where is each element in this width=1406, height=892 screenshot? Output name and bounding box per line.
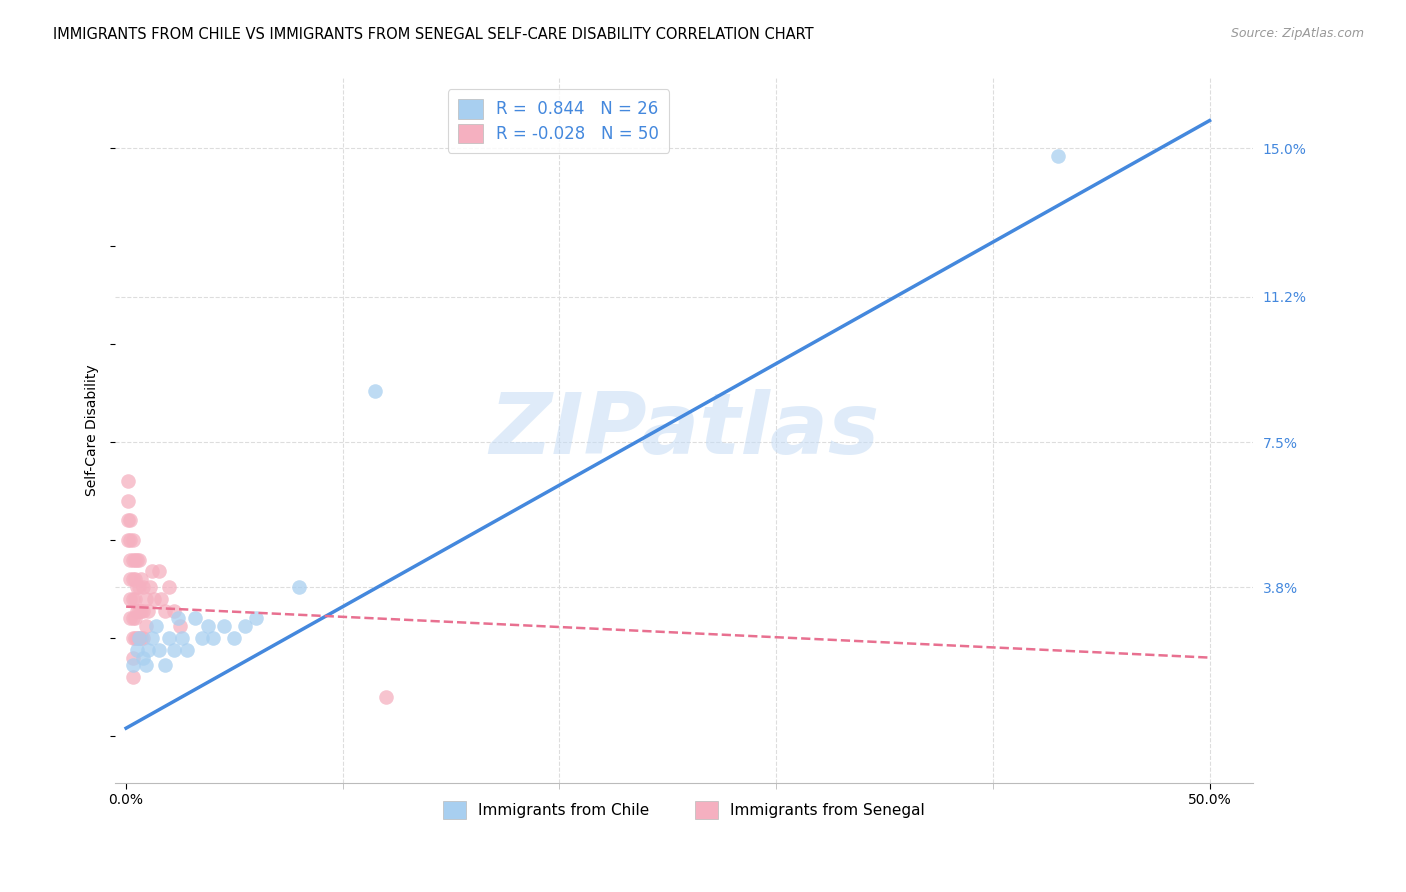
Point xyxy=(135,658,157,673)
Point xyxy=(375,690,398,704)
Point xyxy=(233,619,256,633)
Point xyxy=(125,603,148,617)
Point xyxy=(121,670,143,684)
Point xyxy=(120,611,142,625)
Point xyxy=(163,603,186,617)
Point xyxy=(117,513,139,527)
Point xyxy=(197,619,219,633)
Point xyxy=(132,650,155,665)
Point xyxy=(364,384,387,398)
Point xyxy=(149,591,172,606)
Point xyxy=(121,650,143,665)
Point xyxy=(145,619,167,633)
Point xyxy=(132,603,155,617)
Legend: Immigrants from Chile, Immigrants from Senegal: Immigrants from Chile, Immigrants from S… xyxy=(437,795,931,825)
Point xyxy=(224,631,246,645)
Point xyxy=(121,658,143,673)
Point xyxy=(125,552,148,566)
Point xyxy=(169,619,191,633)
Point xyxy=(125,642,148,657)
Point xyxy=(201,631,224,645)
Point xyxy=(120,572,142,586)
Point xyxy=(125,580,148,594)
Point xyxy=(121,552,143,566)
Point xyxy=(124,572,146,586)
Point xyxy=(136,642,159,657)
Y-axis label: Self-Care Disability: Self-Care Disability xyxy=(86,365,100,496)
Point xyxy=(124,591,146,606)
Point xyxy=(176,642,198,657)
Point xyxy=(245,611,267,625)
Point xyxy=(120,591,142,606)
Text: ZIPatlas: ZIPatlas xyxy=(489,389,879,472)
Point xyxy=(132,580,155,594)
Point xyxy=(121,611,143,625)
Point xyxy=(167,611,190,625)
Point xyxy=(128,631,150,645)
Point xyxy=(139,580,162,594)
Point xyxy=(121,572,143,586)
Point xyxy=(125,631,148,645)
Point xyxy=(124,611,146,625)
Point xyxy=(117,474,139,488)
Point xyxy=(148,642,170,657)
Point xyxy=(129,603,152,617)
Point xyxy=(124,552,146,566)
Point xyxy=(153,603,176,617)
Point xyxy=(128,552,150,566)
Point xyxy=(120,552,142,566)
Point xyxy=(184,611,207,625)
Point xyxy=(132,631,155,645)
Point xyxy=(212,619,235,633)
Point xyxy=(159,580,181,594)
Point xyxy=(141,565,163,579)
Text: Source: ZipAtlas.com: Source: ZipAtlas.com xyxy=(1230,27,1364,40)
Point xyxy=(121,533,143,547)
Point xyxy=(191,631,214,645)
Text: IMMIGRANTS FROM CHILE VS IMMIGRANTS FROM SENEGAL SELF-CARE DISABILITY CORRELATIO: IMMIGRANTS FROM CHILE VS IMMIGRANTS FROM… xyxy=(53,27,814,42)
Point xyxy=(129,631,152,645)
Point xyxy=(121,591,143,606)
Point xyxy=(288,580,311,594)
Point xyxy=(120,513,142,527)
Point xyxy=(121,631,143,645)
Point xyxy=(124,631,146,645)
Point xyxy=(120,533,142,547)
Point xyxy=(159,631,181,645)
Point xyxy=(135,591,157,606)
Point xyxy=(129,572,152,586)
Point xyxy=(143,591,166,606)
Point xyxy=(128,603,150,617)
Point xyxy=(136,603,159,617)
Point xyxy=(172,631,194,645)
Point xyxy=(163,642,186,657)
Point xyxy=(141,631,163,645)
Point xyxy=(128,631,150,645)
Point xyxy=(1046,149,1069,163)
Point xyxy=(148,565,170,579)
Point xyxy=(117,493,139,508)
Point xyxy=(153,658,176,673)
Point xyxy=(135,619,157,633)
Point xyxy=(117,533,139,547)
Point xyxy=(128,580,150,594)
